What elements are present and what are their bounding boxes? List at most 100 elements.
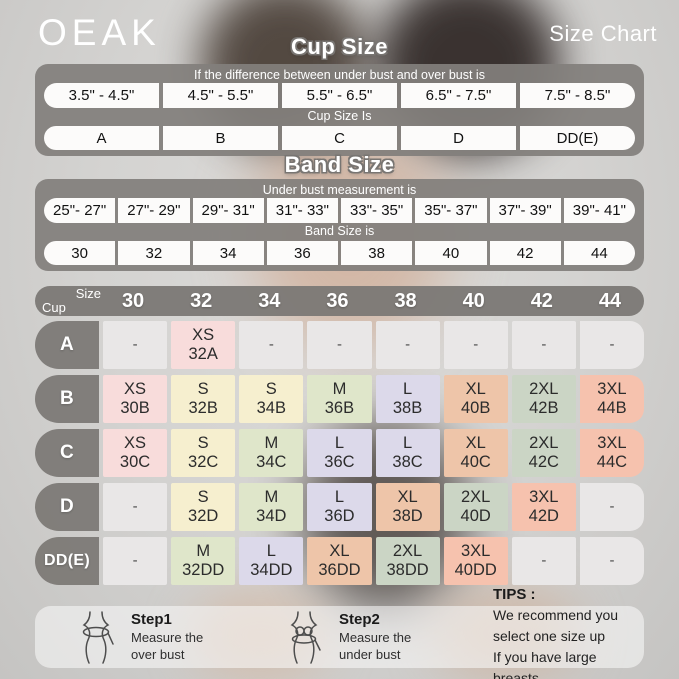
size-cell: L 34DD bbox=[239, 537, 304, 585]
empty-size-cell: - bbox=[579, 483, 644, 531]
size-cell: XL 36DD bbox=[307, 537, 372, 585]
matrix-column-header: 36 bbox=[326, 289, 349, 312]
cup-table-subheader: Cup Size Is bbox=[307, 109, 372, 123]
size-cell: S 32C bbox=[171, 429, 236, 477]
matrix-column-header: 40 bbox=[462, 289, 485, 312]
size-cell: 2XL 38DD bbox=[375, 537, 440, 585]
matrix-row: C XS 30C S 32C M 34C L 36C L 38C XL 40C 2XL 42C 3XL 44C bbox=[35, 429, 644, 477]
step2-text-line1: Measure the bbox=[339, 630, 412, 646]
step1-block: Step1 Measure the over bust bbox=[131, 611, 259, 663]
band-range-cell: 39"- 41" bbox=[563, 198, 635, 223]
size-cell: M 34D bbox=[239, 483, 304, 531]
band-range-cell: 29"- 31" bbox=[192, 198, 264, 223]
cup-letter-row: A B C D DD(E) bbox=[44, 126, 635, 150]
cup-letter-cell: DD(E) bbox=[520, 126, 635, 150]
cup-range-cell: 7.5" - 8.5" bbox=[520, 83, 635, 108]
cup-row-label: A bbox=[35, 321, 99, 369]
cup-letter-cell: B bbox=[163, 126, 278, 150]
cup-size-title: Cup Size bbox=[291, 34, 388, 59]
matrix-column-header: 44 bbox=[598, 289, 622, 312]
band-size-title: Band Size bbox=[284, 152, 395, 177]
step2-text: Measure the under bust bbox=[339, 630, 467, 663]
matrix-corner: Size Cup bbox=[35, 286, 101, 316]
band-range-cell: 33"- 35" bbox=[341, 198, 413, 223]
band-number-cell: 42 bbox=[489, 241, 561, 265]
cup-range-cell: 4.5" - 5.5" bbox=[163, 83, 278, 108]
cup-row-label: D bbox=[35, 483, 99, 531]
matrix-column-header: 34 bbox=[258, 289, 281, 312]
size-cell: S 32D bbox=[171, 483, 236, 531]
cup-letter-cell: D bbox=[401, 126, 516, 150]
cup-row-label: B bbox=[35, 375, 99, 423]
matrix-row: D - S 32D M 34D L 36D XL 38D 2XL 40D 3XL 42D - bbox=[35, 483, 644, 531]
matrix-row: B XS 30B S 32B S 34B M 36B L 38B XL 40B 2XL 42B 3XL 44B bbox=[35, 375, 644, 423]
band-range-cell: 35"- 37" bbox=[415, 198, 487, 223]
size-cell: 2XL 42B bbox=[511, 375, 576, 423]
empty-size-cell: - bbox=[103, 321, 168, 369]
empty-size-cell: - bbox=[511, 321, 576, 369]
step1-title: Step1 bbox=[131, 611, 172, 629]
cup-row-label: C bbox=[35, 429, 99, 477]
size-cell: 3XL 44C bbox=[579, 429, 644, 477]
step1-text-line2: over bust bbox=[131, 646, 185, 662]
band-range-cell: 27"- 29" bbox=[118, 198, 190, 223]
band-table-header: Under bust measurement is bbox=[262, 183, 417, 197]
tips-text-line2: If you have large breasts. bbox=[493, 648, 597, 679]
cup-range-cell: 3.5" - 4.5" bbox=[44, 83, 159, 108]
band-number-cell: 32 bbox=[118, 241, 190, 265]
cup-table-header: If the difference between under bust and… bbox=[194, 68, 485, 82]
matrix-column-header: 30 bbox=[121, 289, 145, 312]
band-range-cell: 31"- 33" bbox=[266, 198, 338, 223]
cup-range-row: 3.5" - 4.5" 4.5" - 5.5" 5.5" - 6.5" 6.5" - … bbox=[44, 83, 635, 108]
band-number-cell: 36 bbox=[266, 241, 338, 265]
step1-text-line1: Measure the bbox=[131, 630, 204, 646]
band-number-row: 30 32 34 36 38 40 42 44 bbox=[44, 241, 635, 265]
size-cell: M 32DD bbox=[171, 537, 236, 585]
size-cell: 2XL 40D bbox=[443, 483, 508, 531]
brand-logo: OEAK bbox=[38, 12, 161, 53]
size-cell: 2XL 42C bbox=[511, 429, 576, 477]
size-cell: XL 38D bbox=[375, 483, 440, 531]
band-number-cell: 40 bbox=[415, 241, 487, 265]
band-number-cell: 38 bbox=[341, 241, 413, 265]
size-cell: L 36C bbox=[307, 429, 372, 477]
page-title: Size Chart bbox=[549, 21, 657, 46]
step2-title: Step2 bbox=[339, 611, 380, 629]
matrix-column-header: 42 bbox=[530, 289, 553, 312]
band-table-subheader: Band Size is bbox=[304, 224, 375, 238]
size-cell: XL 40C bbox=[443, 429, 508, 477]
empty-size-cell: - bbox=[579, 321, 644, 369]
corner-cup-label: Cup bbox=[42, 300, 66, 315]
band-number-cell: 34 bbox=[192, 241, 264, 265]
size-cell: 3XL 42D bbox=[511, 483, 576, 531]
empty-size-cell: - bbox=[307, 321, 372, 369]
matrix-row: A - XS 32A - - - - - - bbox=[35, 321, 644, 369]
empty-size-cell: - bbox=[443, 321, 508, 369]
tips-text-line1: We recommend you select one size up bbox=[493, 606, 619, 644]
size-cell: XS 30C bbox=[103, 429, 168, 477]
matrix-header: Size Cup 30 32 34 36 38 40 42 44 bbox=[35, 286, 644, 316]
cup-size-table: If the difference between under bust and… bbox=[35, 64, 644, 156]
cup-letter-cell: A bbox=[44, 126, 159, 150]
measure-over-bust-icon bbox=[75, 610, 117, 664]
matrix-column-header: 32 bbox=[190, 289, 213, 312]
size-cell: S 34B bbox=[239, 375, 304, 423]
band-number-cell: 44 bbox=[563, 241, 635, 265]
size-cell: 3XL 40DD bbox=[443, 537, 508, 585]
matrix-row: DD(E) - M 32DD L 34DD XL 36DD 2XL 38DD 3XL 40DD - - bbox=[35, 537, 644, 585]
empty-size-cell: - bbox=[375, 321, 440, 369]
size-cell: XS 30B bbox=[103, 375, 168, 423]
tips-title: TIPS : bbox=[493, 585, 536, 603]
empty-size-cell: - bbox=[579, 537, 644, 585]
size-cell: L 38B bbox=[375, 375, 440, 423]
size-cell: 3XL 44B bbox=[579, 375, 644, 423]
size-cell: XS 32A bbox=[171, 321, 236, 369]
size-cell: M 34C bbox=[239, 429, 304, 477]
size-cell: L 36D bbox=[307, 483, 372, 531]
tips-block: TIPS : We recommend you select one size … bbox=[493, 586, 628, 679]
step2-block: Step2 Measure the under bust bbox=[339, 611, 467, 663]
tips-text: We recommend you select one size up If y… bbox=[493, 605, 628, 679]
step2-text-line2: under bust bbox=[339, 646, 401, 662]
band-range-cell: 37"- 39" bbox=[489, 198, 561, 223]
